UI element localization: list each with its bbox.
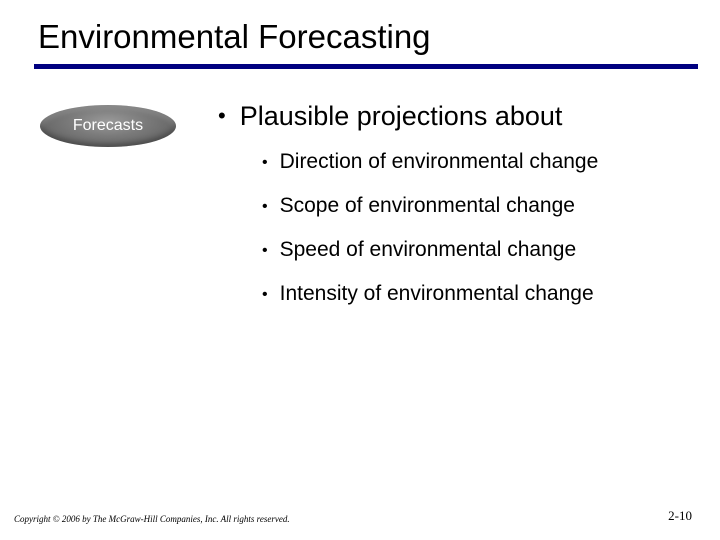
sub-bullet: • Scope of environmental change [262, 194, 720, 218]
bullet-dot-icon: • [262, 287, 268, 303]
slide: Environmental Forecasting Forecasts • Pl… [0, 0, 720, 540]
sub-bullet: • Intensity of environmental change [262, 282, 720, 306]
sub-bullet-text: Intensity of environmental change [280, 282, 594, 306]
sub-bullet-list: • Direction of environmental change • Sc… [262, 150, 720, 306]
footer-copyright: Copyright © 2006 by The McGraw-Hill Comp… [14, 514, 290, 524]
content-area: Forecasts • Plausible projections about … [0, 69, 720, 306]
forecasts-badge: Forecasts [40, 105, 176, 147]
bullet-dot-icon: • [262, 155, 268, 171]
footer-page-number: 2-10 [668, 508, 692, 524]
bullet-dot-icon: • [262, 243, 268, 259]
sub-bullet-text: Speed of environmental change [280, 238, 577, 262]
bullet-dot-icon: • [218, 105, 226, 127]
main-bullet: • Plausible projections about [218, 101, 720, 132]
sub-bullet: • Speed of environmental change [262, 238, 720, 262]
badge-label: Forecasts [73, 117, 143, 135]
slide-title: Environmental Forecasting [0, 0, 720, 64]
main-bullet-text: Plausible projections about [240, 101, 563, 132]
bullet-dot-icon: • [262, 199, 268, 215]
sub-bullet-text: Scope of environmental change [280, 194, 575, 218]
sub-bullet: • Direction of environmental change [262, 150, 720, 174]
sub-bullet-text: Direction of environmental change [280, 150, 599, 174]
